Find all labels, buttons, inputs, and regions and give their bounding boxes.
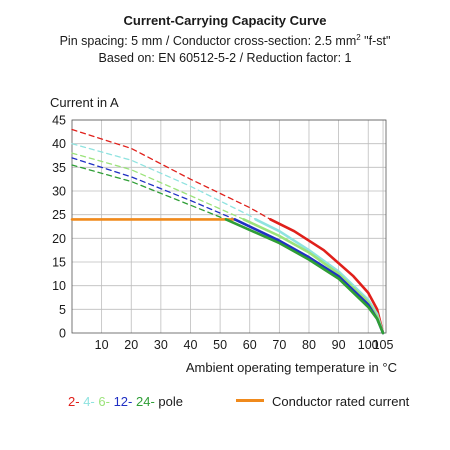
series-2-solid-line [269, 218, 385, 335]
series-6-dashed-line [71, 152, 245, 221]
x-tick-label: 90 [332, 338, 346, 352]
x-tick-label: 10 [95, 338, 109, 352]
chart-basis: Based on: EN 60512-5-2 / Reduction facto… [98, 51, 352, 66]
y-tick-label: 10 [52, 279, 66, 293]
series-2-dashed-line [71, 128, 272, 221]
series-12-dashed-line [71, 157, 236, 221]
legend-rated-swatch [236, 399, 264, 403]
y-tick-label: 40 [52, 137, 66, 151]
x-tick-label: 70 [272, 338, 286, 352]
chart-header: Current-Carrying Capacity Curve Pin spac… [0, 12, 450, 67]
y-tick-label: 20 [52, 232, 66, 246]
legend-pole-24: 24- [135, 394, 155, 409]
x-tick-label: 105 [373, 338, 394, 352]
legend-pole-6: 6- [98, 394, 110, 409]
legend-pole-2: 2- [68, 394, 80, 409]
series-4-solid-line [254, 218, 385, 335]
y-tick-label: 0 [59, 327, 66, 341]
plot-frame [71, 119, 387, 334]
y-tick-label: 35 [52, 161, 66, 175]
y-tick-label: 15 [52, 256, 66, 270]
legend-rated-label: Conductor rated current [272, 394, 410, 409]
x-tick-label: 30 [154, 338, 168, 352]
legend-pole-4: 4- [83, 394, 95, 409]
x-tick-label: 20 [124, 338, 138, 352]
y-axis-label: Current in A [50, 95, 119, 110]
x-axis-label: Ambient operating temperature in °C [186, 360, 397, 375]
legend-poles: 2- 4- 6- 12- 24- pole [68, 394, 183, 409]
chart-title: Current-Carrying Capacity Curve [123, 13, 327, 28]
y-tick-label: 5 [59, 303, 66, 317]
subtitle-suffix: "f-st" [360, 34, 391, 49]
x-tick-label: 60 [243, 338, 257, 352]
y-tick-label: 25 [52, 208, 66, 222]
y-tick-label: 45 [52, 114, 66, 128]
y-tick-label: 30 [52, 185, 66, 199]
x-tick-label: 100 [358, 338, 379, 352]
x-tick-label: 80 [302, 338, 316, 352]
series-24-solid-line [224, 218, 385, 335]
x-tick-label: 50 [213, 338, 227, 352]
series-4-dashed-line [71, 143, 257, 221]
legend-pole-suffix: pole [158, 394, 183, 409]
subtitle-text: Pin spacing: 5 mm / Conductor cross-sect… [59, 34, 357, 49]
legend-rated-current: Conductor rated current [236, 394, 409, 409]
x-tick-label: 40 [184, 338, 198, 352]
legend-pole-12: 12- [113, 394, 133, 409]
series-24-dashed-line [71, 164, 227, 221]
chart-subtitle: Pin spacing: 5 mm / Conductor cross-sect… [0, 29, 450, 50]
subtitle-superscript: 2 [356, 33, 361, 42]
